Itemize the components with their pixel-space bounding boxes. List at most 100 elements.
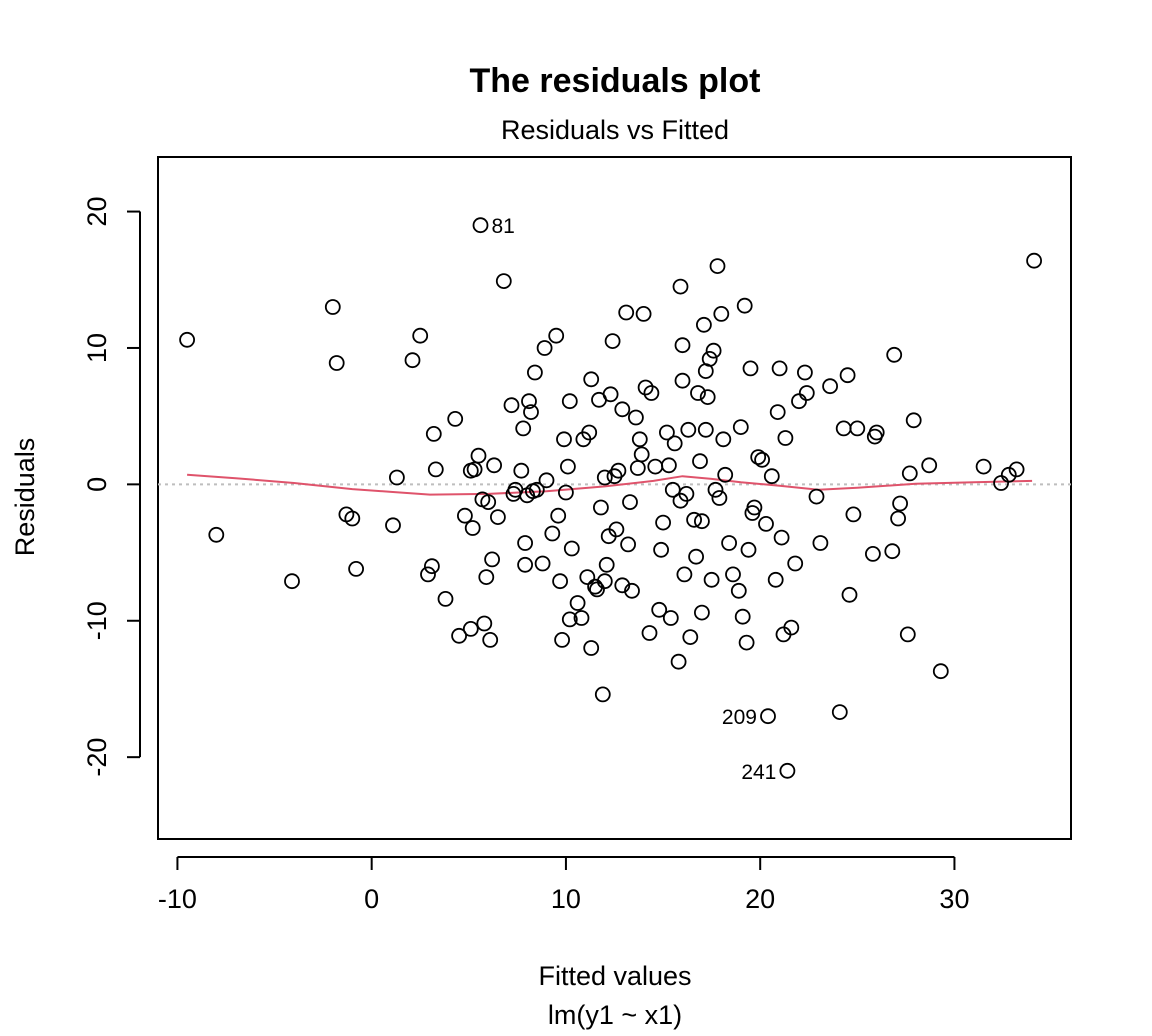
data-point [427,461,444,478]
data-point [437,591,454,607]
y-axis-label: Residuals [10,438,40,557]
point-label: 209 [722,706,757,729]
data-point [736,297,753,314]
data-point [618,304,635,321]
data-point [701,350,718,367]
data-point [746,499,763,516]
data-point [608,521,625,538]
data-point [344,510,361,527]
data-point [1000,466,1017,483]
data-point [705,342,722,359]
data-point [596,573,613,590]
data-point [680,421,697,438]
data-point [696,316,712,333]
data-point [767,571,784,588]
plot-frame [157,156,1072,840]
data-point [385,517,401,534]
data-point [1008,461,1025,478]
x-tick-label: 10 [551,884,581,914]
data-point [674,372,691,389]
data-point [628,409,644,426]
data-point [892,495,908,512]
data-point [890,510,906,527]
data-point [686,511,702,528]
y-tick-label: 20 [82,197,112,227]
data-point [783,619,800,636]
data-point [637,379,654,396]
data-point [486,457,503,474]
data-point [561,611,578,628]
data-point [633,446,650,463]
data-point [573,610,590,626]
data-point [849,420,866,437]
data-point [886,346,903,363]
data-point [517,556,533,573]
data-point [451,627,468,644]
data-point [620,536,636,553]
data-point [614,401,631,418]
y-tick-label: 0 [82,477,112,492]
x-axis-label: Fitted values [538,961,691,991]
data-point [758,516,774,532]
data-point [777,430,794,446]
data-point [865,546,881,562]
data-point [208,526,225,543]
data-point [975,458,992,475]
data-point [179,331,196,348]
data-point [478,569,495,585]
data-point [670,653,687,670]
data-point [552,573,568,590]
data-point [643,385,660,401]
data-point [558,484,574,501]
data-point [763,468,780,485]
data-point [711,490,728,506]
data-point [678,485,695,502]
data-point [703,571,720,588]
data-point [754,451,770,468]
data-point [604,333,621,350]
data-point [697,421,714,438]
outlier-annotations: 81 209 241 [491,215,776,784]
data-point [581,424,598,441]
data-point [464,520,481,536]
data-point [835,420,852,437]
data-point [484,551,501,568]
x-tick-label: 0 [364,884,379,914]
y-tick-label: -10 [82,601,112,640]
data-point [694,513,710,530]
data-point [725,566,741,583]
data-point [694,604,710,621]
data-point [556,431,572,448]
data-point [676,566,693,583]
y-tick-label: 10 [82,333,112,363]
data-point [692,453,708,470]
data-point [797,364,813,381]
data-point [899,626,916,643]
data-point [462,621,479,637]
data-point [629,460,646,476]
data-point [713,305,730,322]
data-point [554,632,570,648]
data-point [622,494,638,511]
data-point [480,494,497,511]
data-point [328,355,345,371]
data-point [631,431,648,448]
data-point [579,569,596,585]
data-point [624,582,640,599]
data-point [812,535,829,551]
data-point [653,541,669,558]
data-point [523,404,539,421]
data-point [472,217,489,234]
data-point [560,458,576,475]
data-point [884,543,901,560]
data-point [593,499,609,516]
data-point [682,629,699,645]
data-point [495,273,512,290]
data-point [659,424,675,441]
data-point [932,663,949,680]
data-point [513,462,530,479]
data-point [561,393,578,410]
data-point [666,435,683,452]
scatter-points [179,217,1042,779]
data-point [583,371,600,388]
